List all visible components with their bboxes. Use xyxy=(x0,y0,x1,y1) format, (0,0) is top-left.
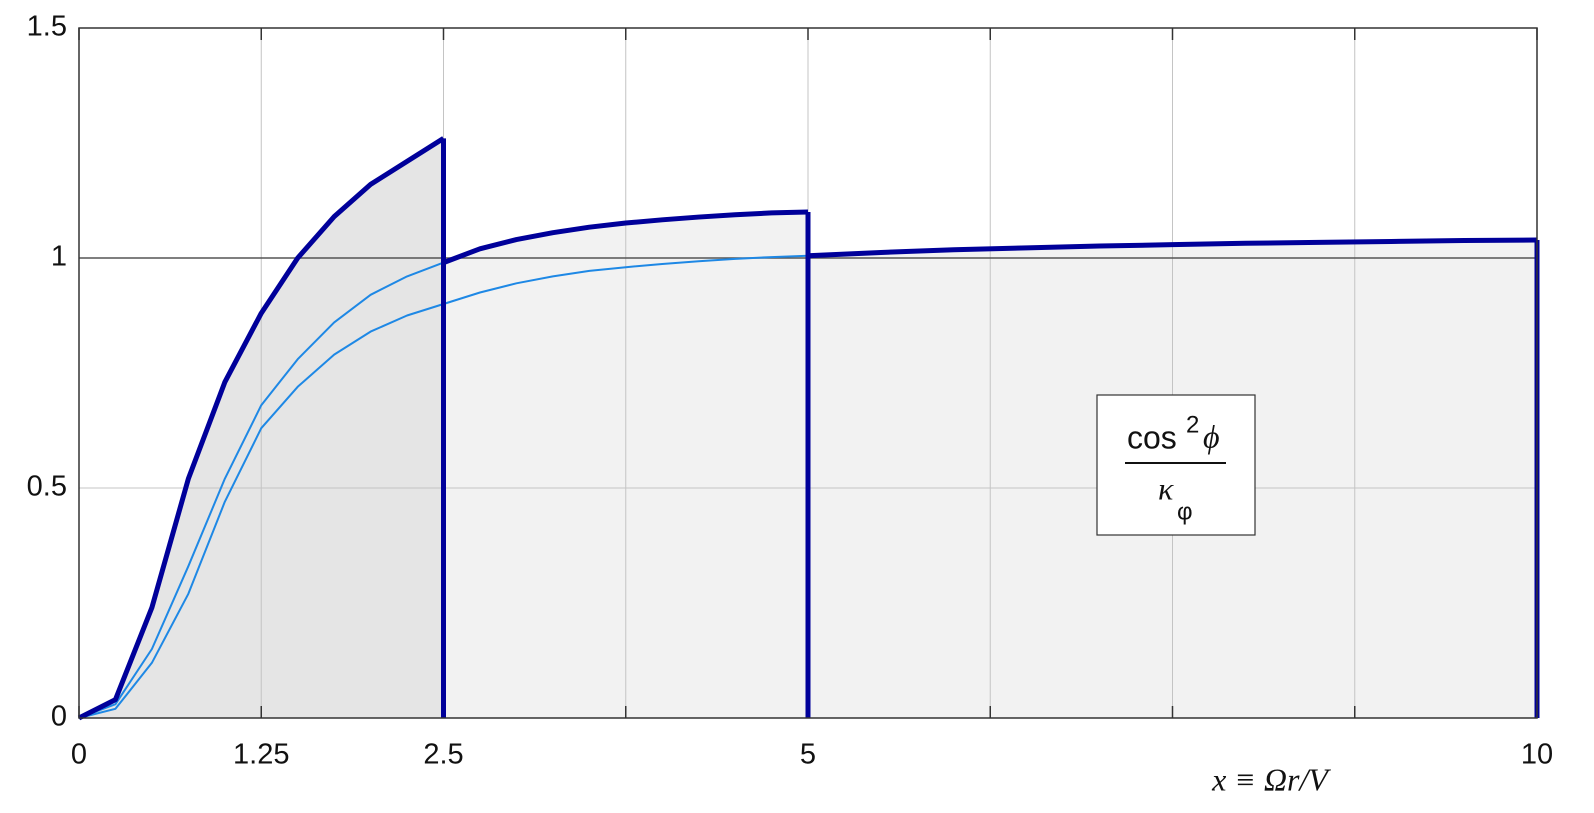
y-tick-label: 0.5 xyxy=(27,471,67,503)
curve xyxy=(442,209,809,265)
annotation: cos 2 ϕ κ φ xyxy=(1096,394,1256,536)
curve xyxy=(78,261,444,719)
curve xyxy=(807,237,1538,259)
annotation-numerator: cos xyxy=(1127,419,1177,455)
x-tick-label: 5 xyxy=(800,739,816,771)
labels: 0 0.5 1 1.5 0 1.25 2.5 5 10 xyxy=(27,11,1553,771)
x-tick-label: 0 xyxy=(71,739,87,771)
y-tick-label: 1 xyxy=(51,241,67,273)
x-tick-label: 1.25 xyxy=(233,739,289,771)
y-tick-label: 1.5 xyxy=(27,11,67,43)
annotation-symbol: ϕ xyxy=(1203,418,1220,454)
x-axis-label: x ≡ Ωr/V xyxy=(1211,761,1331,797)
plot-frame xyxy=(78,27,1538,719)
curve xyxy=(77,136,445,721)
y-tick-label: 0 xyxy=(51,701,67,733)
annotation-subscript: φ xyxy=(1177,498,1193,525)
annotation-denominator: κ xyxy=(1158,470,1174,506)
annotation-box xyxy=(1096,394,1256,536)
x-tick-label: 10 xyxy=(1521,739,1553,771)
x-tick-label: 2.5 xyxy=(423,739,463,771)
annotation-superscript: 2 xyxy=(1186,411,1199,438)
